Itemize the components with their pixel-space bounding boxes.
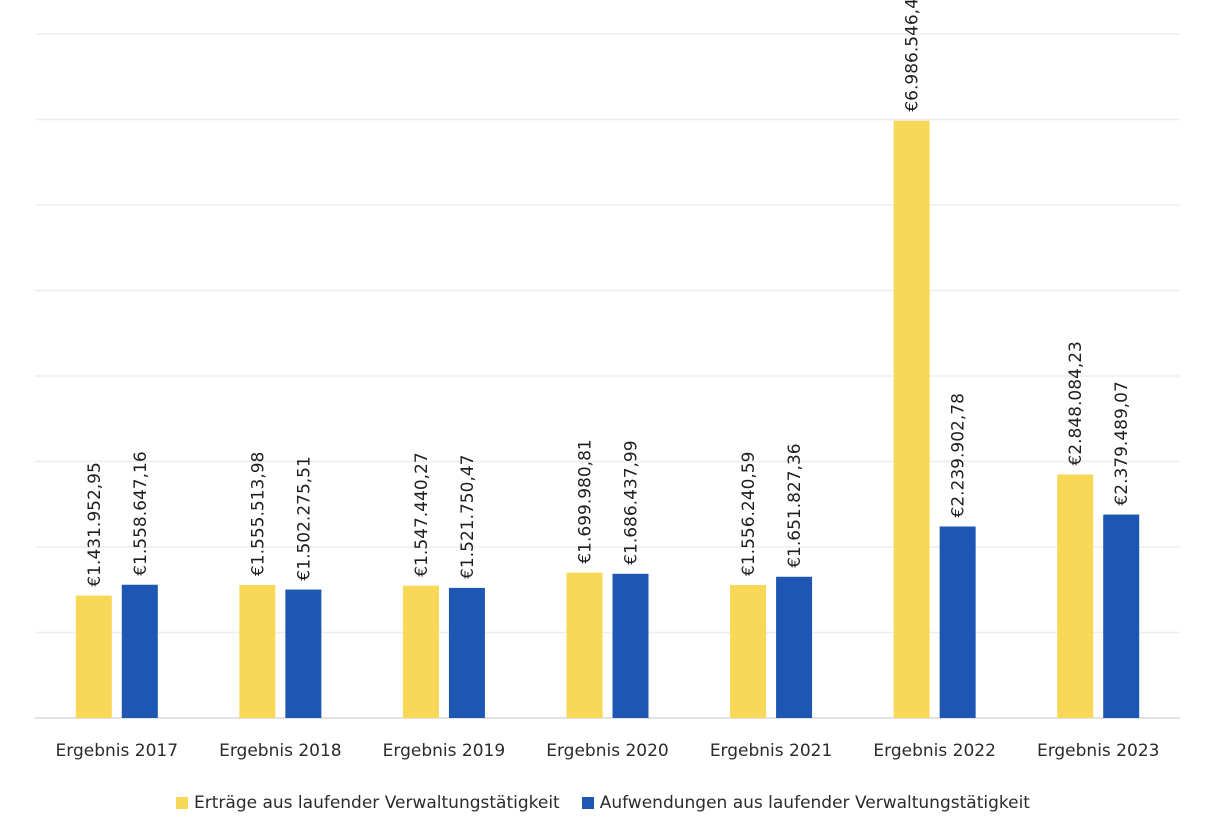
bar: [448, 587, 485, 718]
bars: [75, 120, 1140, 719]
category-label: Ergebnis 2018: [219, 741, 342, 761]
bar: [730, 584, 767, 718]
data-label: €1.555.513,98: [248, 452, 268, 576]
category-labels: Ergebnis 2017 Ergebnis 2018 Ergebnis 2019 E…: [56, 741, 1160, 761]
category-label: Ergebnis 2021: [710, 741, 833, 761]
bar: [1057, 474, 1094, 718]
data-label: €1.521.750,47: [458, 455, 478, 579]
legend-item: Aufwendungen aus laufender Verwaltungstä…: [581, 793, 1030, 813]
bar: [776, 576, 813, 718]
legend-label: Erträge aus laufender Verwaltungstätigke…: [194, 793, 560, 813]
bar-chart: €1.431.952,95 €1.558.647,16 €1.555.513,98 €…: [35, 0, 1180, 761]
data-label: €1.502.275,51: [294, 456, 314, 580]
bar: [1103, 514, 1140, 718]
legend-label: Aufwendungen aus laufender Verwaltungstä…: [599, 793, 1030, 813]
data-label: €1.699.980,81: [576, 439, 596, 563]
category-label: Ergebnis 2022: [873, 741, 996, 761]
bar: [939, 526, 976, 718]
bar: [612, 573, 649, 718]
bar: [893, 120, 930, 719]
data-label: €1.556.240,59: [739, 452, 759, 576]
data-label: €1.558.647,16: [131, 451, 151, 575]
data-label: €2.848.084,23: [1066, 341, 1086, 465]
bar: [121, 584, 158, 718]
bar: [402, 585, 439, 718]
category-label: Ergebnis 2020: [546, 741, 669, 761]
bar: [566, 572, 603, 718]
data-label: €1.431.952,95: [85, 462, 105, 586]
data-labels: €1.431.952,95 €1.558.647,16 €1.555.513,98 €…: [85, 0, 1132, 587]
legend-swatch: [581, 797, 594, 809]
category-label: Ergebnis 2023: [1037, 741, 1160, 761]
legend: Erträge aus laufender Verwaltungstätigke…: [0, 793, 1206, 813]
category-label: Ergebnis 2019: [383, 741, 506, 761]
data-label: €6.986.546,47: [903, 0, 923, 112]
bar: [75, 595, 112, 718]
gridlines: [35, 33, 1180, 719]
data-label: €1.651.827,36: [785, 443, 805, 567]
category-label: Ergebnis 2017: [56, 741, 179, 761]
legend-item: Erträge aus laufender Verwaltungstätigke…: [176, 793, 560, 813]
data-label: €1.686.437,99: [622, 440, 642, 564]
legend-swatch: [176, 797, 189, 809]
data-label: €1.547.440,27: [412, 452, 432, 576]
bar: [285, 589, 322, 718]
data-label: €2.239.902,78: [949, 393, 969, 517]
bar: [239, 585, 276, 718]
data-label: €2.379.489,07: [1112, 381, 1132, 505]
